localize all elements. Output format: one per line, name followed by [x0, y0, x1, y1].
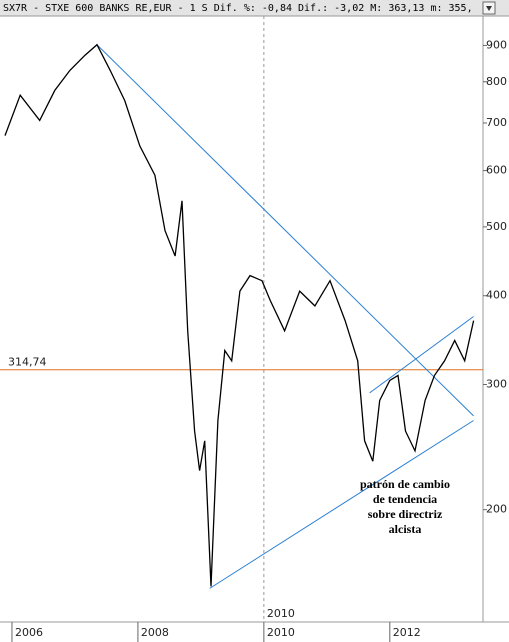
annotation: de tendencia: [373, 492, 437, 506]
x-tick-label: 2012: [393, 626, 421, 639]
annotation: sobre directriz: [368, 507, 443, 521]
annotation: patrón de cambio: [360, 477, 450, 491]
y-tick-label: 600: [486, 164, 507, 177]
header-bar: [0, 0, 509, 16]
y-tick-label: 300: [486, 378, 507, 391]
trend-line: [369, 316, 474, 394]
y-tick-label: 700: [486, 116, 507, 129]
price-line: [4, 43, 475, 587]
chart-title: SX7R - STXE 600 BANKS RE,EUR - 1 S Dif. …: [3, 3, 473, 14]
annotation: alcista: [389, 522, 422, 536]
x-tick-label: 2010: [267, 626, 295, 639]
y-tick-label: 900: [486, 38, 507, 51]
x-tick-label: 2008: [141, 626, 169, 639]
menu-icon[interactable]: [482, 1, 496, 15]
x-tick-label: 2010: [267, 607, 295, 620]
y-tick-label: 400: [486, 289, 507, 302]
y-tick-label: 200: [486, 503, 507, 516]
trend-line: [209, 420, 474, 589]
x-tick-label: 2006: [15, 626, 43, 639]
trend-line: [96, 44, 474, 417]
y-tick-label: 500: [486, 220, 507, 233]
reference-label: 314,74: [8, 356, 47, 369]
y-tick-label: 800: [486, 75, 507, 88]
